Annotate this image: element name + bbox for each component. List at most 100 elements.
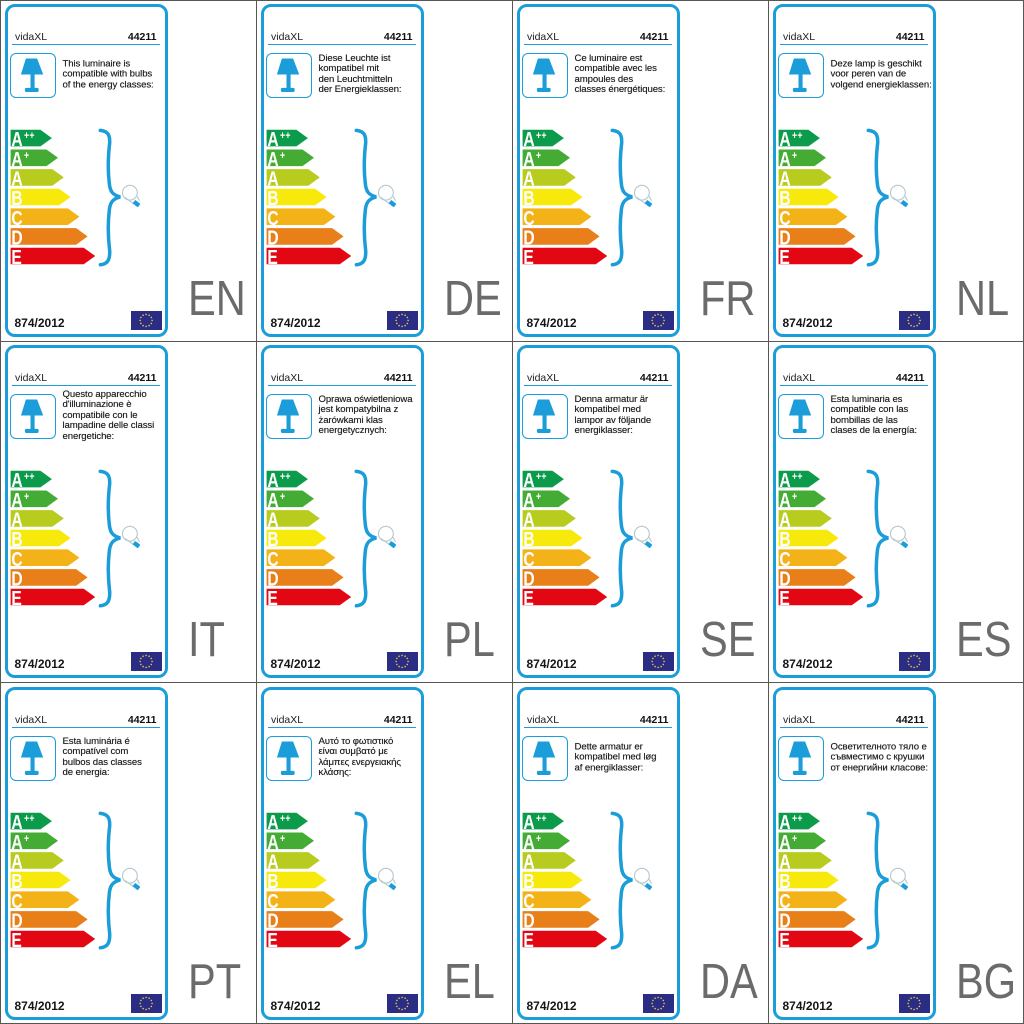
svg-text:D: D <box>267 568 278 590</box>
svg-text:A: A <box>267 168 278 190</box>
svg-text:B: B <box>779 870 790 892</box>
svg-text:D: D <box>11 910 22 932</box>
svg-text:A: A <box>779 489 790 511</box>
svg-text:E: E <box>779 246 789 268</box>
svg-text:+: + <box>797 130 802 142</box>
svg-text:E: E <box>523 929 533 951</box>
svg-text:A: A <box>11 148 22 170</box>
svg-text:E: E <box>523 587 533 609</box>
svg-text:+: + <box>797 471 802 483</box>
svg-text:D: D <box>523 568 534 590</box>
svg-text:A: A <box>267 489 278 511</box>
svg-text:C: C <box>267 548 278 570</box>
svg-text:C: C <box>11 548 22 570</box>
svg-text:D: D <box>267 227 278 249</box>
svg-text:A: A <box>11 489 22 511</box>
svg-text:A: A <box>779 811 790 833</box>
svg-text:A: A <box>267 148 278 170</box>
svg-text:A: A <box>779 148 790 170</box>
svg-text:B: B <box>11 187 22 209</box>
svg-text:+: + <box>280 491 285 503</box>
svg-text:+: + <box>29 471 34 483</box>
svg-text:E: E <box>523 246 533 268</box>
svg-text:+: + <box>541 130 546 142</box>
svg-text:+: + <box>29 130 34 142</box>
svg-text:B: B <box>267 528 278 550</box>
svg-text:C: C <box>267 207 278 229</box>
svg-text:+: + <box>792 813 797 825</box>
svg-text:A: A <box>779 168 790 190</box>
svg-text:C: C <box>267 890 278 912</box>
svg-text:+: + <box>792 491 797 503</box>
svg-text:A: A <box>779 831 790 853</box>
svg-text:+: + <box>285 130 290 142</box>
svg-text:A: A <box>11 168 22 190</box>
svg-text:A: A <box>11 509 22 531</box>
svg-text:A: A <box>779 509 790 531</box>
svg-text:A: A <box>523 489 534 511</box>
svg-text:A: A <box>11 831 22 853</box>
svg-text:A: A <box>267 831 278 853</box>
svg-text:A: A <box>267 811 278 833</box>
svg-text:+: + <box>29 813 34 825</box>
svg-text:A: A <box>267 851 278 873</box>
svg-text:A: A <box>11 851 22 873</box>
svg-text:C: C <box>779 207 790 229</box>
svg-text:+: + <box>536 491 541 503</box>
svg-text:+: + <box>24 130 29 142</box>
svg-text:+: + <box>280 150 285 162</box>
svg-text:+: + <box>536 150 541 162</box>
svg-text:E: E <box>11 246 21 268</box>
svg-text:+: + <box>285 471 290 483</box>
svg-text:B: B <box>11 870 22 892</box>
svg-text:E: E <box>779 587 789 609</box>
svg-text:+: + <box>24 471 29 483</box>
svg-text:E: E <box>267 246 277 268</box>
svg-text:D: D <box>11 568 22 590</box>
svg-text:A: A <box>11 811 22 833</box>
svg-text:C: C <box>779 548 790 570</box>
svg-text:A: A <box>523 509 534 531</box>
svg-text:B: B <box>779 187 790 209</box>
svg-text:B: B <box>267 870 278 892</box>
svg-text:A: A <box>779 469 790 491</box>
svg-text:B: B <box>779 528 790 550</box>
svg-text:A: A <box>523 128 534 150</box>
svg-text:C: C <box>523 890 534 912</box>
svg-text:A: A <box>523 851 534 873</box>
svg-text:+: + <box>541 813 546 825</box>
svg-text:D: D <box>779 568 790 590</box>
svg-text:B: B <box>523 870 534 892</box>
svg-text:D: D <box>11 227 22 249</box>
svg-text:E: E <box>267 929 277 951</box>
svg-text:+: + <box>285 813 290 825</box>
svg-text:B: B <box>523 528 534 550</box>
svg-text:+: + <box>280 833 285 845</box>
svg-text:+: + <box>24 813 29 825</box>
svg-text:+: + <box>536 833 541 845</box>
svg-text:C: C <box>523 548 534 570</box>
svg-text:C: C <box>11 207 22 229</box>
svg-text:+: + <box>280 471 285 483</box>
svg-text:A: A <box>523 811 534 833</box>
svg-text:+: + <box>280 813 285 825</box>
svg-text:C: C <box>779 890 790 912</box>
svg-text:+: + <box>24 491 29 503</box>
svg-text:B: B <box>267 187 278 209</box>
svg-text:A: A <box>523 831 534 853</box>
svg-text:+: + <box>792 833 797 845</box>
svg-text:+: + <box>797 813 802 825</box>
svg-text:E: E <box>11 929 21 951</box>
svg-text:D: D <box>267 910 278 932</box>
svg-text:A: A <box>779 128 790 150</box>
svg-text:C: C <box>523 207 534 229</box>
svg-text:A: A <box>523 469 534 491</box>
svg-text:A: A <box>779 851 790 873</box>
svg-text:+: + <box>541 471 546 483</box>
svg-text:A: A <box>267 128 278 150</box>
svg-text:E: E <box>267 587 277 609</box>
svg-text:E: E <box>11 587 21 609</box>
svg-text:+: + <box>536 130 541 142</box>
svg-text:A: A <box>523 168 534 190</box>
svg-text:A: A <box>523 148 534 170</box>
